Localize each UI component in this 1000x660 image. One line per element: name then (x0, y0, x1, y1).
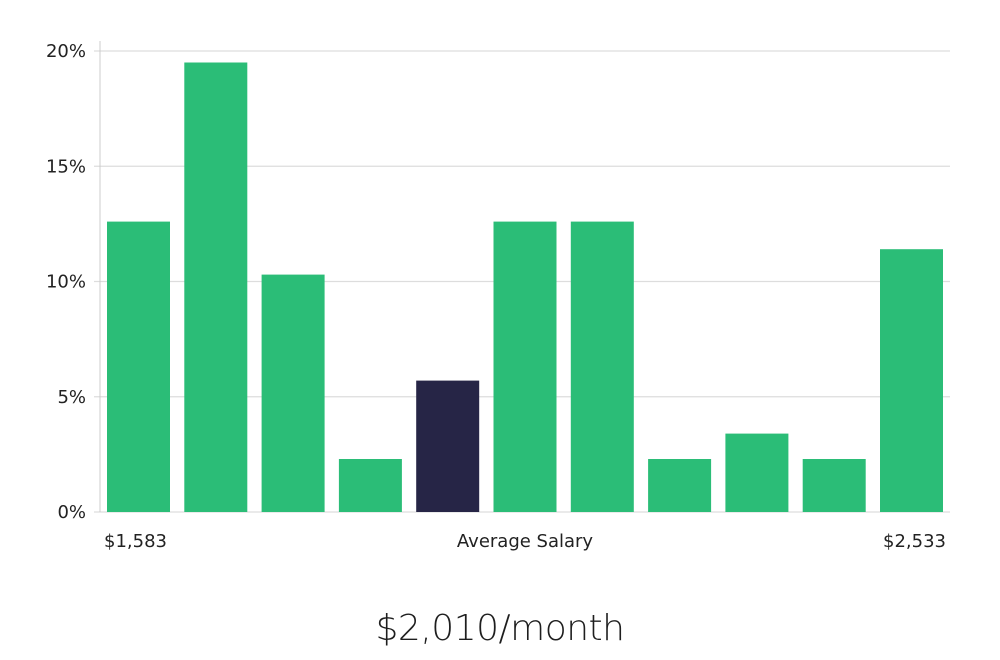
x-axis-title: Average Salary (457, 531, 594, 552)
bar (570, 221, 634, 512)
bar (338, 459, 402, 512)
bar (648, 459, 712, 512)
bar (107, 221, 170, 512)
bar (802, 459, 866, 512)
x-max-label: $2,533 (883, 531, 946, 552)
x-min-label: $1,583 (104, 531, 167, 552)
bar (725, 433, 789, 512)
bar (880, 249, 943, 512)
bars (107, 62, 943, 512)
bar (493, 221, 557, 512)
y-tick-label: 20% (46, 41, 86, 62)
y-tick-label: 15% (46, 156, 86, 177)
average-salary-headline: $2,010/month (375, 608, 625, 649)
bar-average-salary (416, 380, 480, 512)
y-tick-label: 0% (57, 502, 86, 523)
y-axis-ticks: 0% 5% 10% 15% 20% (46, 41, 86, 523)
y-tick-label: 5% (57, 387, 86, 408)
bar (184, 62, 248, 512)
salary-histogram: 0% 5% 10% 15% 20% $1,583 Average Salary $2,5… (46, 41, 950, 552)
y-tick-label: 10% (46, 272, 86, 293)
bar (261, 274, 325, 512)
